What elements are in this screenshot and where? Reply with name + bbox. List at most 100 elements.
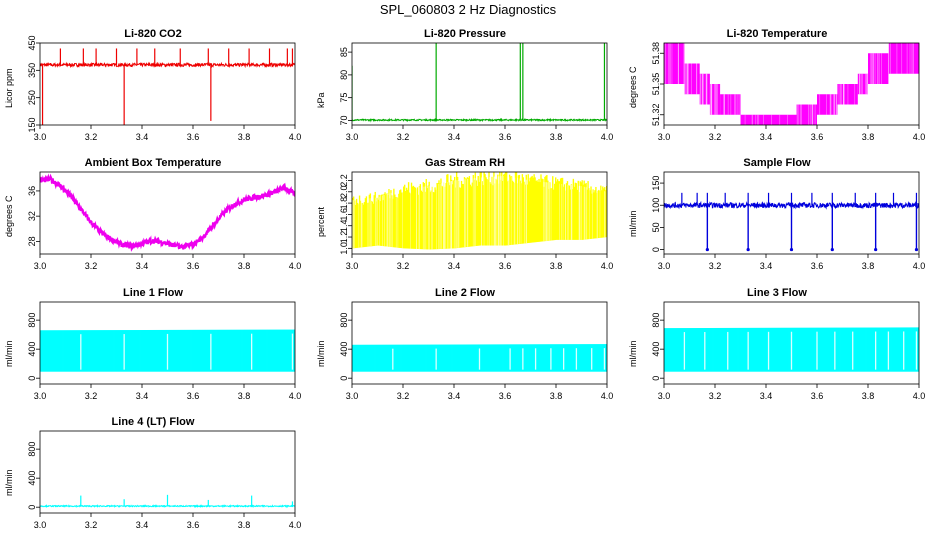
band-segment — [841, 327, 843, 372]
band-segment — [377, 199, 379, 246]
band-segment — [126, 330, 128, 372]
band-segment — [519, 344, 522, 372]
band-segment — [364, 344, 367, 372]
panel-line1: Line 1 Flow ml/min 3.0 3.2 3.4 3.6 3.8 4.0 0 40… — [3, 287, 303, 417]
band-segment — [711, 327, 713, 372]
band-segment — [471, 344, 474, 372]
band-segment — [421, 344, 424, 372]
band-segment — [87, 330, 89, 372]
band-segment — [491, 344, 493, 372]
band-segment — [450, 344, 452, 372]
band-segment — [598, 344, 600, 372]
band-segment — [183, 329, 185, 372]
band-segment — [513, 344, 516, 372]
band-segment — [64, 330, 66, 372]
band-segment — [878, 327, 881, 372]
band-segment — [387, 344, 389, 372]
band-segment — [130, 330, 132, 372]
band-segment — [442, 186, 444, 249]
band-segment — [373, 195, 375, 246]
band-segment — [462, 344, 465, 372]
band-segment — [714, 327, 716, 372]
chart-title: Line 4 (LT) Flow — [111, 416, 195, 428]
y-tick-label: 1.0 — [339, 242, 349, 255]
band-segment — [589, 190, 591, 239]
band-segment — [557, 344, 560, 372]
band-segment — [559, 178, 562, 240]
band-segment — [188, 329, 190, 372]
band-segment — [602, 344, 604, 372]
band-segment — [835, 327, 838, 372]
band-segment — [518, 344, 521, 372]
band-segment — [523, 344, 526, 372]
band-segment — [416, 344, 419, 372]
band-segment — [472, 344, 475, 372]
band-segment — [441, 185, 443, 249]
band-segment — [547, 344, 549, 372]
x-tick-label: 3.8 — [238, 261, 251, 271]
band-segment — [90, 330, 92, 372]
y-tick-label: 800 — [27, 442, 37, 457]
band-segment — [490, 344, 492, 372]
band-segment — [814, 327, 816, 372]
band-segment — [778, 327, 781, 372]
x-tick-label: 3.8 — [550, 261, 563, 271]
band-segment — [271, 329, 273, 372]
band-segment — [475, 344, 477, 372]
band-segment — [592, 189, 594, 239]
band-segment — [368, 344, 371, 372]
band-segment — [870, 327, 873, 372]
band-segment — [698, 328, 700, 372]
band-segment — [787, 327, 789, 372]
band-segment — [449, 185, 451, 249]
band-segment — [451, 344, 453, 372]
band-segment — [145, 329, 148, 372]
x-tick-label: 3.2 — [85, 132, 98, 142]
band-segment — [465, 344, 468, 372]
band-segment — [566, 181, 569, 240]
x-tick-label: 3.2 — [85, 391, 98, 401]
band-segment — [226, 329, 228, 372]
band-segment — [131, 330, 133, 372]
band-segment — [805, 327, 807, 372]
band-segment — [845, 327, 847, 372]
band-segment — [721, 327, 724, 372]
band-segment — [497, 344, 499, 372]
band-segment — [431, 186, 433, 250]
band-segment — [844, 327, 846, 372]
band-segment — [909, 327, 911, 372]
band-segment — [915, 327, 917, 372]
x-tick-label: 3.6 — [499, 391, 512, 401]
band-segment — [408, 344, 411, 372]
band-segment — [525, 344, 527, 372]
band-segment — [481, 181, 483, 246]
band-segment — [717, 327, 720, 372]
x-tick-label: 3.8 — [238, 132, 251, 142]
band-segment — [484, 174, 486, 246]
band-segment — [576, 344, 578, 372]
band-segment — [273, 329, 275, 372]
band-segment — [585, 344, 587, 372]
dip-point — [705, 247, 709, 252]
band-segment — [531, 175, 533, 243]
band-segment — [270, 329, 272, 372]
band-segment — [438, 180, 440, 250]
band-segment — [736, 327, 738, 372]
band-segment — [397, 344, 399, 372]
band-segment — [386, 344, 388, 372]
band-segment — [375, 344, 377, 372]
band-segment — [148, 329, 151, 372]
band-segment — [172, 329, 174, 372]
y-tick-label: 1.4 — [339, 219, 349, 232]
band-segment — [154, 329, 157, 372]
y-tick-label: 350 — [27, 63, 37, 78]
step-level — [740, 114, 797, 125]
x-tick-label: 3.8 — [862, 391, 875, 401]
band-segment — [493, 344, 495, 372]
band-segment — [211, 329, 214, 372]
band-segment — [234, 329, 236, 372]
x-tick-label: 3.0 — [34, 132, 47, 142]
band-segment — [467, 344, 470, 372]
band-segment — [91, 330, 93, 372]
band-segment — [137, 330, 139, 372]
